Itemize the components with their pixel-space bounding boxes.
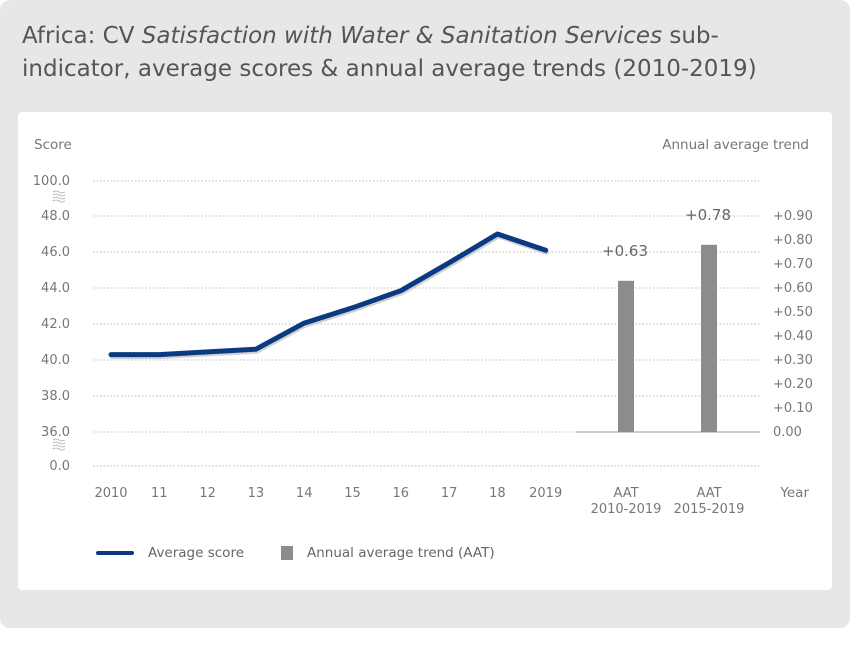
y-axis-title-right: Annual average trend: [662, 137, 809, 153]
legend-bar-swatch: [281, 546, 293, 560]
bar-category-label: AAT: [696, 486, 721, 501]
y2-tick-label: +0.40: [773, 329, 813, 344]
x-tick-label: 15: [344, 486, 361, 501]
x-tick-label: 17: [441, 486, 458, 501]
y-tick-label: 100.0: [33, 174, 70, 189]
y-tick-label: 38.0: [41, 389, 70, 404]
x-tick-label: 13: [248, 486, 265, 501]
y2-tick-label: +0.30: [773, 353, 813, 368]
y2-tick-label: 0.00: [773, 425, 802, 440]
legend-line-swatch: [96, 551, 134, 555]
bar-category-label: AAT: [613, 486, 638, 501]
y2-tick-label: +0.20: [773, 377, 813, 392]
y-tick-label: 46.0: [41, 245, 70, 260]
y-tick-label: 48.0: [41, 209, 70, 224]
axis-break-icon: [52, 190, 66, 194]
bar-data-label: +0.63: [602, 242, 648, 260]
legend-item-average-score: Average score: [96, 545, 244, 561]
y2-tick-label: +0.90: [773, 209, 813, 224]
chart-card: [18, 112, 832, 590]
axis-break-icon: [52, 196, 66, 200]
chart-title: Africa: CV Satisfaction with Water & San…: [22, 20, 822, 86]
legend-label: Annual average trend (AAT): [307, 545, 495, 561]
axis-break-icon: [52, 199, 66, 203]
x-tick-label: 16: [393, 486, 410, 501]
bar-category-label: 2015-2019: [674, 502, 745, 517]
axis-break-icon: [52, 441, 66, 445]
y-tick-label: 40.0: [41, 353, 70, 368]
aat-bar: [701, 244, 717, 432]
y2-tick-label: +0.70: [773, 257, 813, 272]
axis-break-icon: [52, 438, 66, 442]
y-tick-label: 36.0: [41, 425, 70, 440]
y2-tick-label: +0.50: [773, 305, 813, 320]
line-shadow: [109, 233, 550, 360]
chart-panel: Africa: CV Satisfaction with Water & San…: [0, 0, 850, 628]
y2-tick-label: +0.60: [773, 281, 813, 296]
x-tick-label: 14: [296, 486, 313, 501]
x-tick-label: 18: [489, 486, 506, 501]
x-tick-label: 2019: [529, 486, 562, 501]
y2-tick-label: +0.10: [773, 401, 813, 416]
x-tick-label: 11: [151, 486, 168, 501]
x-tick-label: 12: [199, 486, 216, 501]
y-tick-label: 42.0: [41, 317, 70, 332]
y-tick-label: 44.0: [41, 281, 70, 296]
axis-break-icon: [52, 193, 66, 197]
legend-label: Average score: [148, 545, 245, 561]
title-italic: Satisfaction with Water & Sanitation Ser…: [141, 23, 663, 49]
axis-break-icon: [52, 447, 66, 451]
x-tick-label: 2010: [94, 486, 127, 501]
y-axis-title-left: Score: [34, 137, 72, 153]
title-prefix: Africa: CV: [22, 23, 142, 49]
aat-bar: [618, 280, 634, 432]
y2-tick-label: +0.80: [773, 233, 813, 248]
bar-data-label: +0.78: [685, 206, 731, 224]
chart-svg: 100.0 48.0 46.0 44.0 42.0 40.0 38.0 36.0 0.0 Scor…: [33, 137, 813, 517]
x-axis-title: Year: [779, 485, 809, 501]
title-suffix: sub-indicator, average scores & annual a…: [22, 23, 757, 82]
y-tick-label: 0.0: [49, 459, 70, 474]
bar-category-label: 2010-2019: [591, 502, 662, 517]
legend-item-aat: Annual average trend (AAT): [281, 545, 495, 561]
average-score-line: [108, 231, 549, 358]
axis-break-icon: [52, 444, 66, 448]
